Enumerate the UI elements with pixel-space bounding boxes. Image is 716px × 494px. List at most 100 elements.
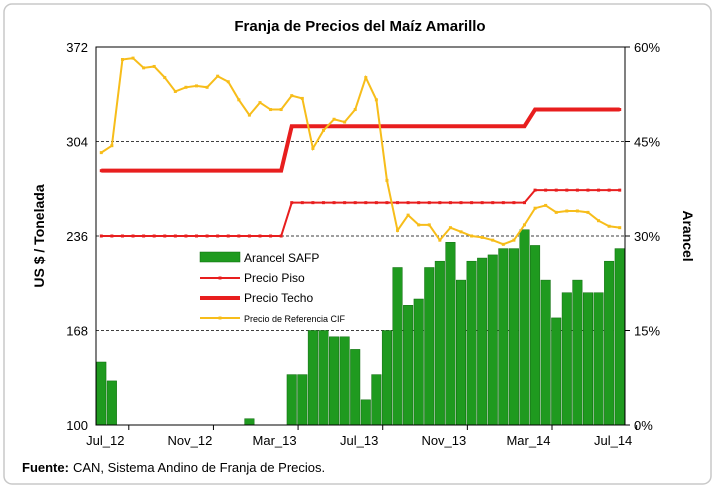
line-marker bbox=[142, 66, 146, 70]
line-marker bbox=[110, 144, 114, 148]
line-marker bbox=[300, 124, 304, 128]
line-marker bbox=[269, 234, 273, 238]
line-marker bbox=[448, 124, 452, 128]
line-marker bbox=[406, 124, 410, 128]
line-marker bbox=[321, 201, 325, 205]
line-marker bbox=[491, 201, 495, 205]
bar bbox=[582, 292, 593, 426]
line-marker bbox=[618, 226, 622, 230]
line-marker bbox=[607, 188, 611, 192]
line-marker bbox=[279, 108, 283, 112]
line-marker bbox=[607, 224, 611, 228]
line-marker bbox=[290, 124, 294, 128]
y2-tick-label: 30% bbox=[634, 229, 660, 244]
line-marker bbox=[554, 188, 558, 192]
bar bbox=[392, 267, 403, 426]
line-marker bbox=[417, 124, 421, 128]
line-marker bbox=[216, 74, 220, 78]
bar bbox=[455, 279, 467, 426]
line-marker bbox=[142, 234, 146, 238]
line-marker bbox=[332, 124, 336, 128]
line-marker bbox=[332, 117, 336, 121]
line-marker bbox=[290, 201, 294, 205]
line-marker bbox=[597, 188, 601, 192]
bar bbox=[593, 292, 604, 426]
line-marker bbox=[353, 108, 357, 112]
line-marker bbox=[173, 234, 177, 238]
line-marker bbox=[417, 201, 421, 205]
line-marker bbox=[491, 124, 495, 128]
line-marker bbox=[427, 223, 431, 227]
line-marker bbox=[533, 206, 537, 210]
line-marker bbox=[173, 169, 177, 173]
line-marker bbox=[480, 235, 484, 239]
bar bbox=[329, 336, 340, 426]
line-marker bbox=[438, 124, 442, 128]
line bbox=[101, 107, 620, 173]
line-marker bbox=[343, 120, 347, 124]
line-marker bbox=[353, 201, 357, 205]
line-marker bbox=[163, 169, 167, 173]
bar bbox=[403, 305, 414, 426]
line-marker bbox=[226, 234, 230, 238]
line-marker bbox=[269, 169, 273, 173]
line-marker bbox=[120, 58, 124, 62]
line-marker bbox=[237, 234, 241, 238]
line-marker bbox=[131, 56, 135, 60]
bar bbox=[561, 292, 572, 426]
bar bbox=[307, 330, 318, 426]
line-marker bbox=[332, 201, 336, 205]
line-marker bbox=[512, 201, 516, 205]
line-marker bbox=[184, 85, 188, 89]
line-marker bbox=[575, 188, 579, 192]
line-marker bbox=[216, 169, 220, 173]
line-marker bbox=[195, 169, 199, 173]
line-marker bbox=[575, 108, 579, 112]
y2-tick-label: 60% bbox=[634, 40, 660, 55]
line-marker bbox=[512, 238, 516, 242]
line-marker bbox=[575, 209, 579, 213]
line-marker bbox=[110, 234, 114, 238]
line-marker bbox=[470, 234, 474, 238]
bar bbox=[318, 330, 329, 426]
line-marker bbox=[374, 201, 378, 205]
line-marker bbox=[99, 234, 103, 238]
bar bbox=[572, 279, 583, 426]
bar bbox=[466, 260, 477, 426]
line-marker bbox=[142, 169, 146, 173]
line-marker bbox=[565, 209, 569, 213]
line-marker bbox=[554, 210, 558, 214]
line-marker bbox=[247, 169, 251, 173]
line-marker bbox=[406, 201, 410, 205]
chart-title: Franja de Precios del Maíz Amarillo bbox=[234, 18, 485, 35]
legend-label: Precio Piso bbox=[244, 271, 305, 285]
bar bbox=[381, 330, 392, 426]
bar bbox=[350, 349, 361, 426]
line-marker bbox=[491, 238, 495, 242]
bar bbox=[477, 257, 488, 426]
y-tick-label: 304 bbox=[66, 135, 88, 150]
legend-swatch bbox=[199, 251, 241, 263]
line-marker bbox=[501, 201, 505, 205]
bar bbox=[434, 260, 445, 426]
x-tick-label: Mar_14 bbox=[506, 433, 550, 448]
legend-marker bbox=[218, 276, 222, 280]
line-marker bbox=[396, 124, 400, 128]
y-axis-label: US $ / Tonelada bbox=[31, 184, 47, 287]
y-tick-label: 372 bbox=[66, 40, 88, 55]
legend-label: Precio Techo bbox=[244, 291, 313, 305]
line-marker bbox=[427, 201, 431, 205]
bar bbox=[530, 245, 541, 426]
line-marker bbox=[247, 113, 251, 117]
line-marker bbox=[300, 96, 304, 100]
line-marker bbox=[163, 76, 167, 80]
line-marker bbox=[152, 169, 156, 173]
bar bbox=[508, 248, 519, 426]
bar bbox=[519, 229, 530, 426]
line-marker bbox=[226, 80, 230, 84]
line-marker bbox=[364, 76, 368, 80]
bar bbox=[487, 254, 498, 426]
line-marker bbox=[216, 234, 220, 238]
line bbox=[100, 57, 620, 246]
